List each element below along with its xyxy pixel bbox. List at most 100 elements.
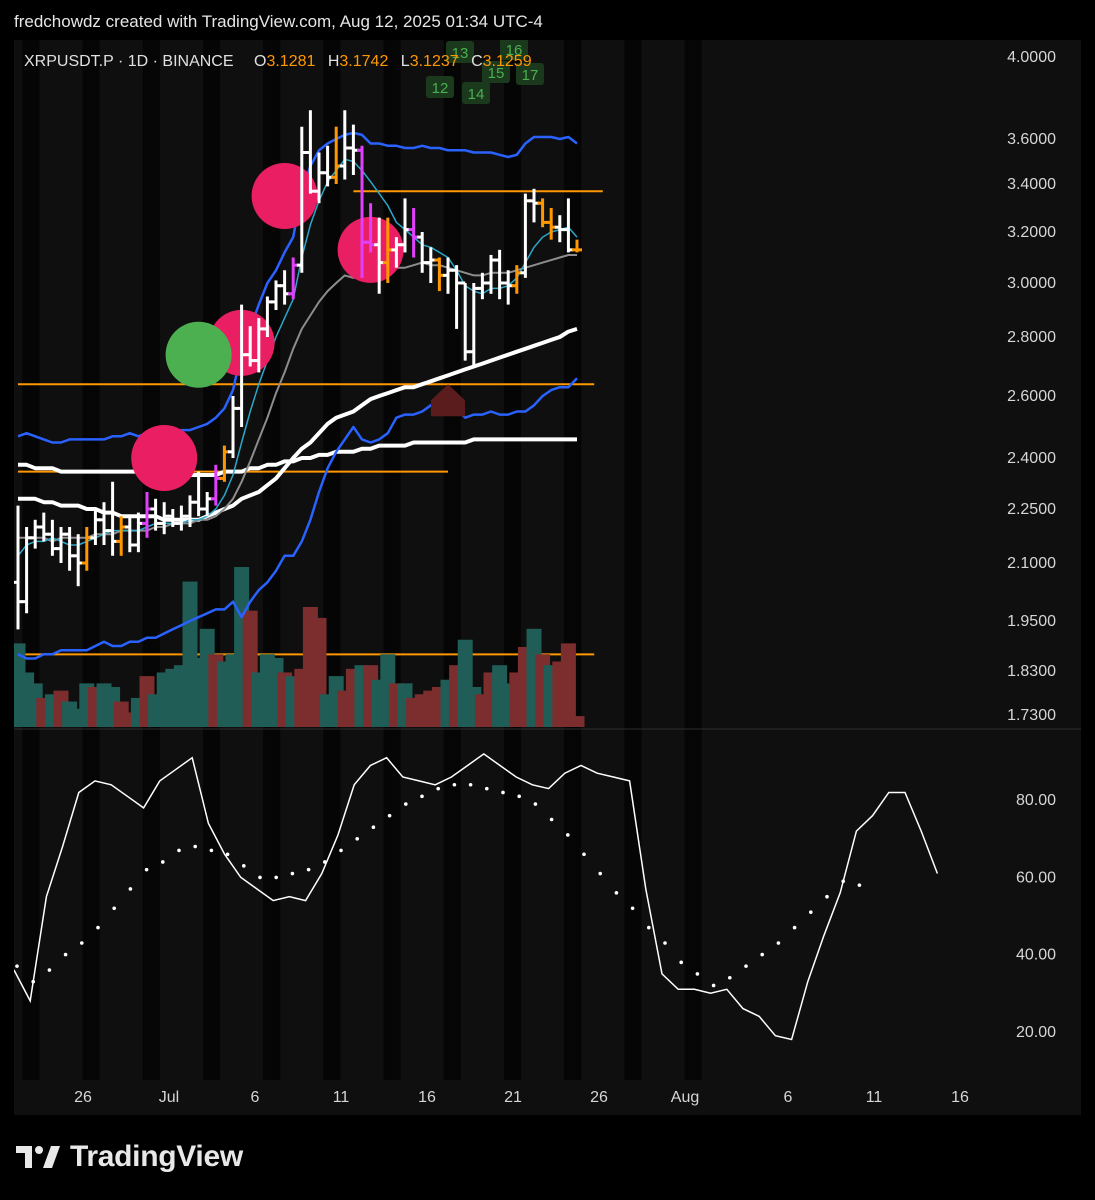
symbol-name: XRPUSDT.P · 1D · BINANCE [24,53,234,70]
tradingview-logo: TradingView [16,1140,243,1174]
stochastic-d-dot [177,848,181,853]
price-axis[interactable]: 4.0000 3.6000 3.4000 3.2000 3.0000 2.8000 2.60… [1007,49,1056,1041]
stochastic-d-dot [857,883,862,887]
ohlc-bar [64,527,75,571]
ohlc-bar [133,512,144,553]
time-tick: 6 [251,1089,260,1106]
session-band [632,40,642,1080]
count-box [500,38,528,60]
stochastic-d-dot [371,825,376,830]
stochastic-d-dot [549,817,554,822]
stochastic-d-dot [630,906,635,911]
session-band [624,40,633,1080]
stochastic-d-dot [792,925,797,930]
ohlc-values: O3.1281 H3.1742 L3.1237 C3.1259 [254,53,532,70]
osc-tick: 40.00 [1016,947,1056,964]
stochastic-d-dot [760,952,764,957]
stochastic-d-dot [193,844,197,849]
ohlc-bar [228,396,238,458]
volume-bar [569,716,585,727]
stochastic-d-dot [112,906,116,911]
close-value: 3.1259 [483,53,532,70]
session-band [202,40,212,1080]
sell-signal-circle [251,163,318,229]
time-axis[interactable]: 26 Jul 6 11 16 21 26 Aug 6 11 16 [74,1089,969,1106]
session-band [91,40,100,1080]
ohlc-bar [520,193,531,278]
chart-panel[interactable]: 12 13 14 15 16 17 XRPUSDT.P · 1D · BINANCE O3… [10,38,1081,1115]
ohlc-bar [107,481,118,556]
stochastic-d-dot [614,891,619,895]
ohlc-bar [400,198,410,253]
session-band [211,40,221,1080]
price-tick: 2.1000 [1007,555,1056,572]
time-tick: 21 [504,1089,522,1106]
low-label: L [401,53,410,70]
stochastic-d-dot [452,782,457,787]
session-band [151,40,160,1080]
stochastic-d-dot [695,972,700,976]
low-value: 3.1237 [410,53,459,70]
stochastic-d-dot [242,864,246,868]
session-band [392,40,401,1080]
price-bars [13,110,582,630]
stochastic-d-dot [31,979,35,984]
warning-marker [431,384,465,417]
stochastic-d-dot [663,941,667,945]
stochastic-d-dot [161,860,165,864]
count-box [426,76,454,98]
session-band [564,40,573,1080]
ohlc-bar [339,110,350,180]
session-band [693,40,702,1080]
stochastic-d-dot [274,875,279,880]
ohlc-bar [124,516,135,553]
time-tick: 26 [590,1089,608,1106]
osc-tick: 80.00 [1016,792,1056,809]
session-band [331,40,341,1080]
ohlc-bar [460,281,471,361]
stochastic-d-dot [744,964,748,968]
count-label: 15 [488,65,505,82]
stochastic-d-dot [485,786,489,791]
high-value: 3.1742 [339,53,388,70]
price-tick: 2.6000 [1007,388,1056,405]
stochastic-d-dot [258,875,262,880]
ohlc-bar [219,445,230,482]
ma-mid-line [18,254,577,543]
session-band [30,40,40,1080]
session-band [323,40,332,1080]
count-label: 16 [506,42,523,59]
price-tick: 3.0000 [1007,275,1056,292]
ohlc-bar [279,270,290,305]
session-band [452,40,461,1080]
price-tick: 2.2500 [1007,501,1056,518]
chart-watermark-header: fredchowdz created with TradingView.com,… [14,12,543,31]
stochastic-k-line [13,752,939,1041]
price-tick: 1.9500 [1007,613,1056,630]
price-tick: 4.0000 [1007,49,1056,66]
stochastic-d-dot [468,782,473,787]
time-tick: 11 [866,1089,883,1106]
stochastic-d-dot [355,837,360,841]
ohlc-bar [572,239,582,253]
session-band [263,40,272,1080]
stochastic-d-dot [711,983,716,988]
open-value: 3.1281 [266,53,315,70]
ohlc-bar [417,232,428,273]
session-band [443,40,453,1080]
time-tick: 16 [951,1089,969,1106]
time-tick: Jul [159,1089,179,1106]
stochastic-d-dot [323,860,327,864]
stochastic-d-dot [339,848,343,853]
stochastic-d-dot [841,879,845,884]
ohlc-bar [468,283,479,367]
osc-tick: 60.00 [1016,869,1056,886]
stochastic-d-dot [679,960,683,965]
ohlc-bar [116,516,127,556]
price-tick: 3.4000 [1007,176,1056,193]
stochastic-d-dot [436,786,441,791]
ohlc-bar [348,124,359,175]
close-label: C [471,53,483,70]
stochastic-d-dot [533,802,538,806]
